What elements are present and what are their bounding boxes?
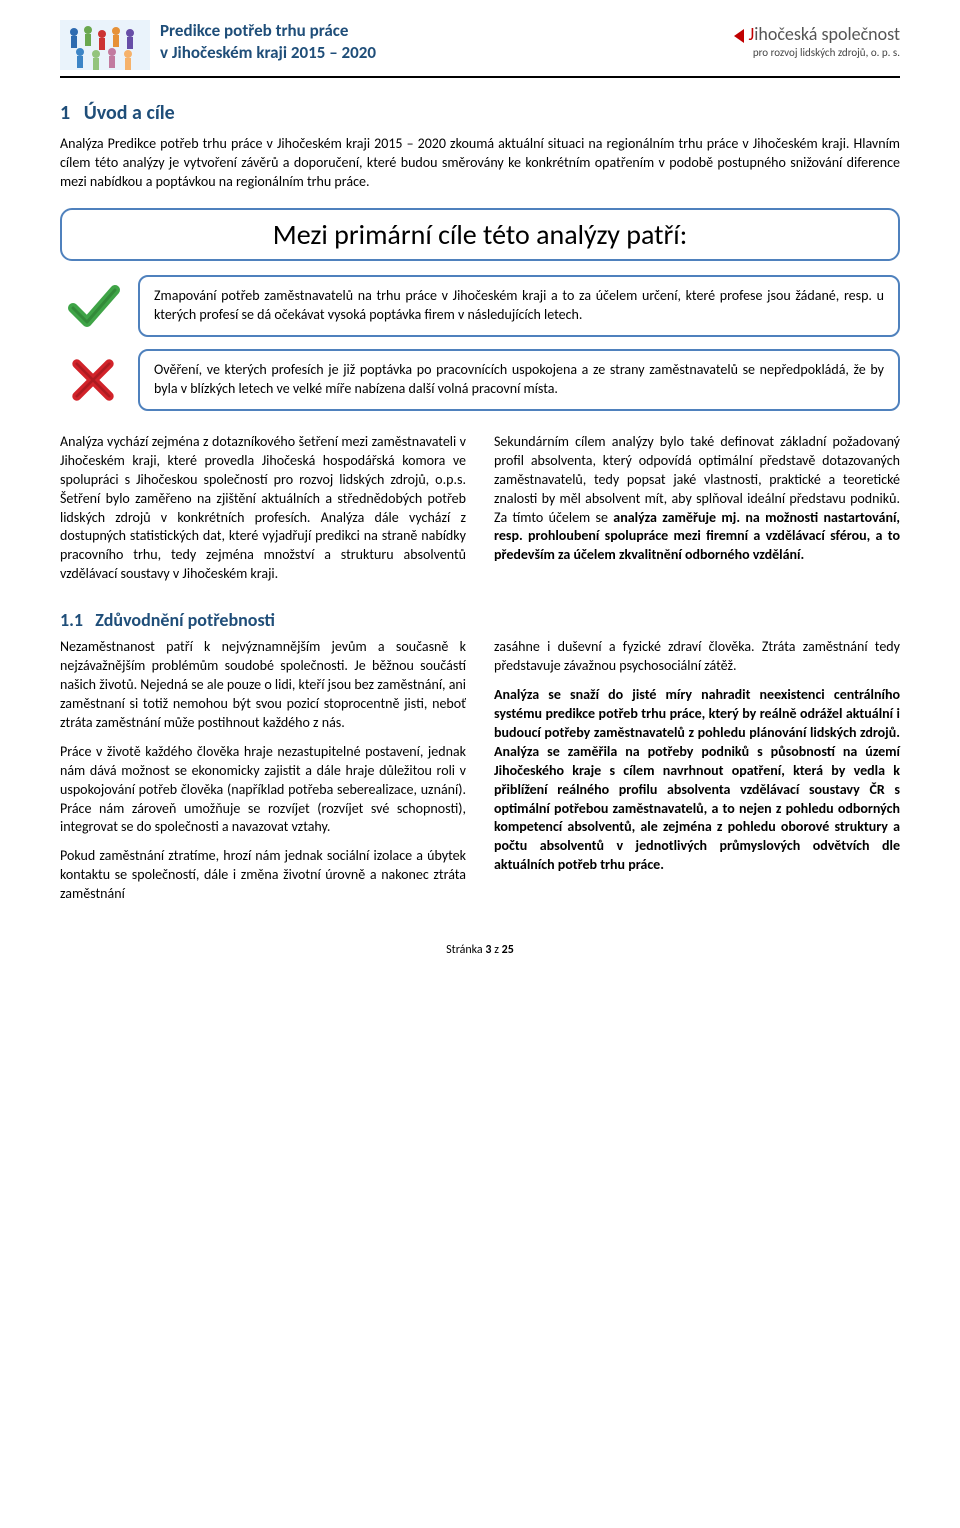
- section-1-1-heading: 1.1 Zdůvodnění potřebnosti: [60, 608, 900, 632]
- header-title-line1: Predikce potřeb trhu práce: [160, 20, 376, 42]
- primary-goals-banner: Mezi primární cíle této analýzy patří:: [60, 208, 900, 262]
- page-header: Predikce potřeb trhu práce v Jihočeském …: [60, 20, 900, 78]
- section-1-columns: Analýza vychází zejména z dotazníkového …: [60, 433, 900, 594]
- org-subtitle: pro rozvoj lidských zdrojů, o. p. s.: [734, 46, 900, 61]
- s11-right-p1: zasáhne i duševní a fyzické zdraví člově…: [494, 638, 900, 676]
- header-org: Jihočeská společnost pro rozvoj lidských…: [734, 20, 900, 61]
- section-1-1-col-left: Nezaměstnanost patří k nejvýznamnějším j…: [60, 638, 466, 914]
- goal-1-text: Zmapování potřeb zaměstnavatelů na trhu …: [138, 275, 900, 337]
- check-icon: [60, 275, 126, 337]
- goal-row-1: Zmapování potřeb zaměstnavatelů na trhu …: [60, 275, 900, 337]
- section-1-1-columns: Nezaměstnanost patří k nejvýznamnějším j…: [60, 638, 900, 914]
- section-1-heading: 1 Úvod a cíle: [60, 100, 900, 127]
- section-1-col-left: Analýza vychází zejména z dotazníkového …: [60, 433, 466, 594]
- s11-right-p2: Analýza se snaží do jisté míry nahradit …: [494, 686, 900, 875]
- header-title-line2: v Jihočeském kraji 2015 – 2020: [160, 42, 376, 64]
- s11-left-p1: Nezaměstnanost patří k nejvýznamnějším j…: [60, 638, 466, 732]
- arrow-left-icon: [734, 29, 744, 43]
- org-name: Jihočeská společnost: [734, 22, 900, 46]
- section-1-1-col-right: zasáhne i duševní a fyzické zdraví člově…: [494, 638, 900, 914]
- cross-icon: [60, 349, 126, 411]
- s11-left-p3: Pokud zaměstnání ztratíme, hrozí nám jed…: [60, 847, 466, 904]
- section-1-col-right: Sekundárním cílem analýzy bylo také defi…: [494, 433, 900, 594]
- header-title: Predikce potřeb trhu práce v Jihočeském …: [160, 20, 376, 64]
- s11-left-p2: Práce v životě každého člověka hraje nez…: [60, 743, 466, 837]
- s1-left-p1: Analýza vychází zejména z dotazníkového …: [60, 433, 466, 584]
- header-left: Predikce potřeb trhu práce v Jihočeském …: [60, 20, 376, 70]
- goal-row-2: Ověření, ve kterých profesích je již pop…: [60, 349, 900, 411]
- goal-2-text: Ověření, ve kterých profesích je již pop…: [138, 349, 900, 411]
- page-footer: Stránka 3 z 25: [60, 942, 900, 958]
- people-logo-icon: [60, 20, 150, 70]
- section-1-intro: Analýza Predikce potřeb trhu práce v Jih…: [60, 135, 900, 192]
- s1-right-p1: Sekundárním cílem analýzy bylo také defi…: [494, 433, 900, 565]
